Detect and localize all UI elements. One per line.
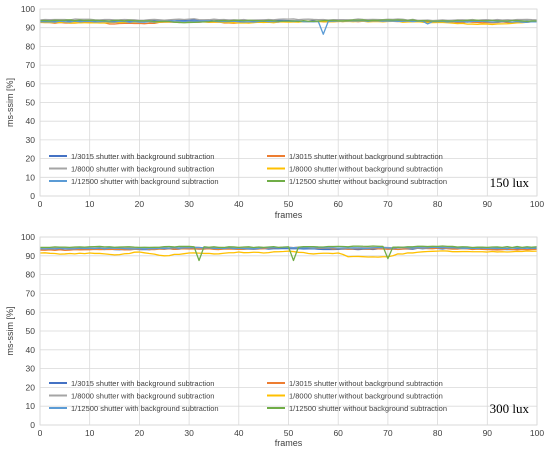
series-line xyxy=(39,20,538,26)
y-tick-label: 40 xyxy=(26,345,36,355)
series-line xyxy=(39,19,538,24)
x-tick-label: 10 xyxy=(85,428,95,438)
legend-label: 1/8000 shutter without background subtra… xyxy=(289,164,443,173)
y-tick-label: 80 xyxy=(26,270,36,280)
chart-panel-2: 0 10 20 30 40 50 60 70 80 90 100 0 10 20 30 40 50 60 70 80 9… xyxy=(5,232,544,448)
x-tick-label: 30 xyxy=(184,428,194,438)
y-tick-label: 0 xyxy=(30,191,35,201)
plot-area-border xyxy=(39,236,538,426)
x-tick-label: 60 xyxy=(333,199,343,209)
x-tick-label: 0 xyxy=(38,199,43,209)
legend-label: 1/3015 shutter with background subtracti… xyxy=(71,379,214,388)
x-axis-title: frames xyxy=(275,210,303,220)
legend-label: 1/12500 shutter with background subtract… xyxy=(71,404,219,413)
y-tick-label: 30 xyxy=(26,364,36,374)
y-tick-label: 30 xyxy=(26,135,36,145)
chart-panel-1: 0 10 20 30 40 50 60 70 80 90 100 0 10 20 30 40 50 60 70 80 9… xyxy=(5,4,544,220)
y-tick-label: 70 xyxy=(26,60,36,70)
y-tick-label: 90 xyxy=(26,251,36,261)
legend-label: 1/3015 shutter without background subtra… xyxy=(289,152,443,161)
y-tick-label: 70 xyxy=(26,288,36,298)
y-tick-label: 0 xyxy=(30,420,35,430)
x-tick-label: 100 xyxy=(530,428,544,438)
x-tick-label: 80 xyxy=(433,199,443,209)
legend-label: 1/3015 shutter without background subtra… xyxy=(289,379,443,388)
series-line xyxy=(39,245,538,262)
y-tick-label: 100 xyxy=(21,4,35,14)
lux-annotation: 150 lux xyxy=(490,175,530,190)
y-tick-label: 20 xyxy=(26,382,36,392)
lux-annotation: 300 lux xyxy=(490,401,530,416)
y-axis-title: ms-ssim [%] xyxy=(5,307,15,356)
y-axis-title: ms-ssim [%] xyxy=(5,78,15,127)
y-tick-label: 50 xyxy=(26,98,36,108)
x-tick-label: 100 xyxy=(530,199,544,209)
y-tick-label: 20 xyxy=(26,154,36,164)
x-tick-label: 40 xyxy=(234,428,244,438)
y-tick-label: 60 xyxy=(26,307,36,317)
x-axis-title: frames xyxy=(275,438,303,448)
y-tick-label: 10 xyxy=(26,172,36,182)
y-tick-label: 100 xyxy=(21,232,35,242)
y-tick-label: 90 xyxy=(26,23,36,33)
legend-label: 1/12500 shutter without background subtr… xyxy=(289,404,447,413)
legend-label: 1/12500 shutter without background subtr… xyxy=(289,177,447,186)
x-tick-label: 90 xyxy=(483,428,493,438)
y-tick-label: 10 xyxy=(26,401,36,411)
x-tick-label: 50 xyxy=(284,199,294,209)
x-tick-label: 90 xyxy=(483,199,493,209)
x-tick-label: 0 xyxy=(38,428,43,438)
x-tick-label: 20 xyxy=(135,199,145,209)
series-line xyxy=(39,250,538,258)
legend-label: 1/8000 shutter with background subtracti… xyxy=(71,164,214,173)
series-line xyxy=(39,18,538,22)
plot-area-border xyxy=(39,8,538,197)
x-tick-label: 50 xyxy=(284,428,294,438)
y-tick-label: 50 xyxy=(26,326,36,336)
x-tick-label: 70 xyxy=(383,199,393,209)
x-tick-label: 40 xyxy=(234,199,244,209)
y-tick-label: 40 xyxy=(26,116,36,126)
x-tick-label: 70 xyxy=(383,428,393,438)
y-tick-label: 80 xyxy=(26,41,36,51)
legend-label: 1/8000 shutter with background subtracti… xyxy=(71,391,214,400)
x-tick-label: 30 xyxy=(184,199,194,209)
y-tick-label: 60 xyxy=(26,79,36,89)
x-tick-label: 80 xyxy=(433,428,443,438)
legend-label: 1/3015 shutter with background subtracti… xyxy=(71,152,214,161)
x-tick-label: 60 xyxy=(333,428,343,438)
legend-label: 1/8000 shutter without background subtra… xyxy=(289,391,443,400)
legend-label: 1/12500 shutter with background subtract… xyxy=(71,177,219,186)
x-tick-label: 20 xyxy=(135,428,145,438)
x-tick-label: 10 xyxy=(85,199,95,209)
